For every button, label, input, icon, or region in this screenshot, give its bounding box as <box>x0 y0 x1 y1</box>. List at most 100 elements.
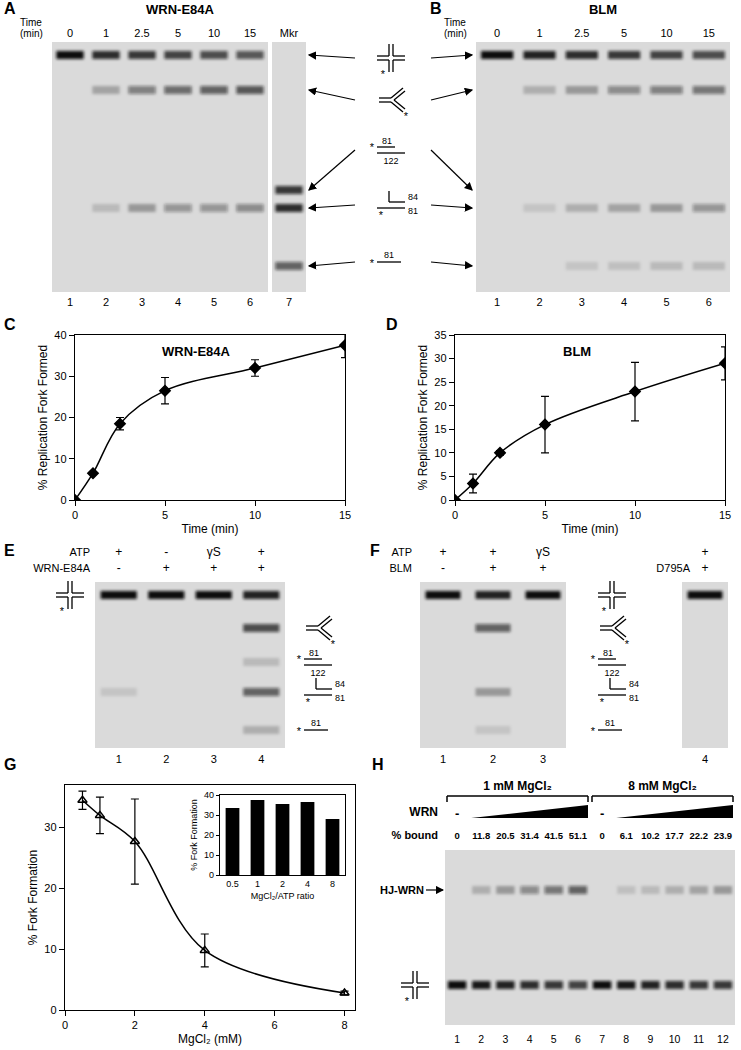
svg-text:10: 10 <box>249 509 261 521</box>
svg-text:*: * <box>591 725 596 737</box>
svg-text:4: 4 <box>258 753 264 765</box>
svg-text:17.7: 17.7 <box>665 830 684 841</box>
svg-text:30: 30 <box>434 352 446 364</box>
svg-text:20: 20 <box>44 882 56 894</box>
svg-text:-: - <box>455 806 459 821</box>
svg-text:84: 84 <box>408 192 418 202</box>
svg-text:BLM: BLM <box>389 562 412 574</box>
svg-text:3: 3 <box>139 296 145 308</box>
svg-text:23.9: 23.9 <box>714 830 733 841</box>
svg-text:MgCl₂ (mM): MgCl₂ (mM) <box>178 1032 242 1046</box>
svg-text:3: 3 <box>502 1033 508 1045</box>
svg-text:1: 1 <box>536 27 542 39</box>
svg-text:122: 122 <box>383 156 398 166</box>
svg-text:Time: Time <box>444 17 466 28</box>
svg-text:5: 5 <box>542 509 548 521</box>
svg-text:5: 5 <box>663 296 669 308</box>
svg-text:2: 2 <box>132 1019 138 1031</box>
svg-text:7: 7 <box>286 296 292 308</box>
svg-text:*: * <box>370 141 375 153</box>
svg-text:% Replication Fork Formed: % Replication Fork Formed <box>36 345 50 490</box>
svg-text:+: + <box>701 545 708 559</box>
svg-text:E: E <box>4 542 15 559</box>
svg-text:6: 6 <box>247 296 253 308</box>
svg-text:6: 6 <box>575 1033 581 1045</box>
svg-text:81: 81 <box>309 648 319 658</box>
svg-text:+: + <box>439 545 446 559</box>
svg-text:*: * <box>600 696 605 708</box>
svg-text:1 mM MgCl₂: 1 mM MgCl₂ <box>483 779 552 793</box>
svg-text:*: * <box>60 605 65 617</box>
svg-text:HJ-WRN: HJ-WRN <box>380 884 424 896</box>
svg-text:-: - <box>117 561 121 575</box>
svg-text:γS: γS <box>207 545 221 559</box>
svg-text:% Fork Formation: % Fork Formation <box>26 850 40 945</box>
svg-text:5: 5 <box>162 509 168 521</box>
svg-text:10: 10 <box>44 943 56 955</box>
svg-text:1: 1 <box>494 296 500 308</box>
svg-text:F: F <box>370 542 380 559</box>
svg-text:30: 30 <box>204 810 214 820</box>
svg-text:*: * <box>297 725 302 737</box>
svg-text:4: 4 <box>527 1033 533 1045</box>
svg-text:0: 0 <box>60 494 66 506</box>
svg-text:3: 3 <box>211 753 217 765</box>
svg-text:5: 5 <box>621 27 627 39</box>
svg-text:0: 0 <box>209 870 214 880</box>
svg-text:6.1: 6.1 <box>620 830 634 841</box>
svg-text:Time (min): Time (min) <box>182 522 239 536</box>
svg-text:% bound: % bound <box>392 829 438 841</box>
svg-text:*: * <box>331 638 336 650</box>
svg-text:10: 10 <box>434 447 446 459</box>
svg-text:Time: Time <box>20 17 42 28</box>
svg-text:10: 10 <box>54 453 66 465</box>
svg-text:0: 0 <box>62 1019 68 1031</box>
svg-text:22.2: 22.2 <box>690 830 709 841</box>
svg-text:WRN-E84A: WRN-E84A <box>33 562 91 574</box>
svg-text:MgCl₂/ATP ratio: MgCl₂/ATP ratio <box>251 891 315 901</box>
svg-text:+: + <box>258 561 265 575</box>
svg-text:8: 8 <box>330 879 335 889</box>
svg-text:H: H <box>372 756 384 773</box>
svg-text:*: * <box>405 995 410 1007</box>
svg-text:15: 15 <box>719 509 731 521</box>
svg-text:*: * <box>602 605 607 617</box>
svg-text:81: 81 <box>335 693 345 703</box>
svg-text:1: 1 <box>103 27 109 39</box>
svg-text:1: 1 <box>116 753 122 765</box>
svg-text:+: + <box>701 561 708 575</box>
svg-text:4: 4 <box>175 296 181 308</box>
svg-text:-: - <box>164 545 168 559</box>
svg-text:0: 0 <box>50 1004 56 1016</box>
svg-text:*: * <box>591 653 596 665</box>
svg-text:20: 20 <box>204 830 214 840</box>
svg-text:15: 15 <box>434 423 446 435</box>
svg-text:*: * <box>625 638 630 650</box>
svg-text:+: + <box>258 545 265 559</box>
svg-text:8: 8 <box>623 1033 629 1045</box>
svg-text:15: 15 <box>244 27 256 39</box>
svg-text:(min): (min) <box>444 28 467 39</box>
svg-text:*: * <box>381 68 386 80</box>
svg-text:84: 84 <box>335 679 345 689</box>
svg-text:ATP: ATP <box>391 546 412 558</box>
svg-text:40: 40 <box>54 329 66 341</box>
svg-text:4: 4 <box>702 753 708 765</box>
svg-text:+: + <box>489 545 496 559</box>
svg-text:1: 1 <box>255 879 260 889</box>
svg-text:0: 0 <box>494 27 500 39</box>
svg-text:*: * <box>370 257 375 269</box>
svg-text:81: 81 <box>605 718 615 728</box>
svg-text:% Replication Fork Formed: % Replication Fork Formed <box>416 345 430 490</box>
svg-text:81: 81 <box>384 250 394 260</box>
svg-text:20.5: 20.5 <box>496 830 515 841</box>
svg-text:4: 4 <box>202 1019 208 1031</box>
svg-text:0: 0 <box>454 830 459 841</box>
svg-text:20: 20 <box>434 400 446 412</box>
svg-text:0: 0 <box>452 509 458 521</box>
svg-text:2.5: 2.5 <box>574 27 589 39</box>
svg-text:10: 10 <box>208 27 220 39</box>
svg-text:20: 20 <box>54 411 66 423</box>
svg-text:2: 2 <box>103 296 109 308</box>
svg-text:81: 81 <box>603 648 613 658</box>
